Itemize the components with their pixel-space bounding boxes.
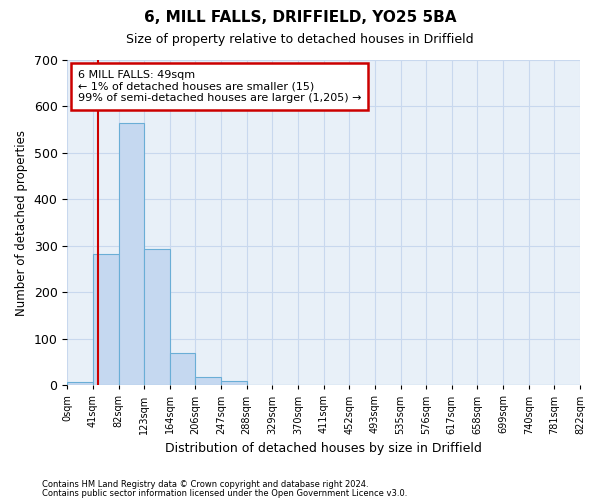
Bar	[144, 249, 170, 386]
Text: Size of property relative to detached houses in Driffield: Size of property relative to detached ho…	[126, 32, 474, 46]
Bar	[93, 254, 119, 386]
Text: 6, MILL FALLS, DRIFFIELD, YO25 5BA: 6, MILL FALLS, DRIFFIELD, YO25 5BA	[144, 10, 456, 25]
Bar	[170, 352, 196, 386]
Bar	[221, 380, 247, 386]
Y-axis label: Number of detached properties: Number of detached properties	[15, 130, 28, 316]
Text: Contains HM Land Registry data © Crown copyright and database right 2024.: Contains HM Land Registry data © Crown c…	[42, 480, 368, 489]
Bar	[119, 122, 144, 386]
Text: 6 MILL FALLS: 49sqm
← 1% of detached houses are smaller (15)
99% of semi-detache: 6 MILL FALLS: 49sqm ← 1% of detached hou…	[77, 70, 361, 103]
X-axis label: Distribution of detached houses by size in Driffield: Distribution of detached houses by size …	[165, 442, 482, 455]
Text: Contains public sector information licensed under the Open Government Licence v3: Contains public sector information licen…	[42, 488, 407, 498]
Bar	[196, 377, 221, 386]
Bar	[67, 382, 93, 386]
